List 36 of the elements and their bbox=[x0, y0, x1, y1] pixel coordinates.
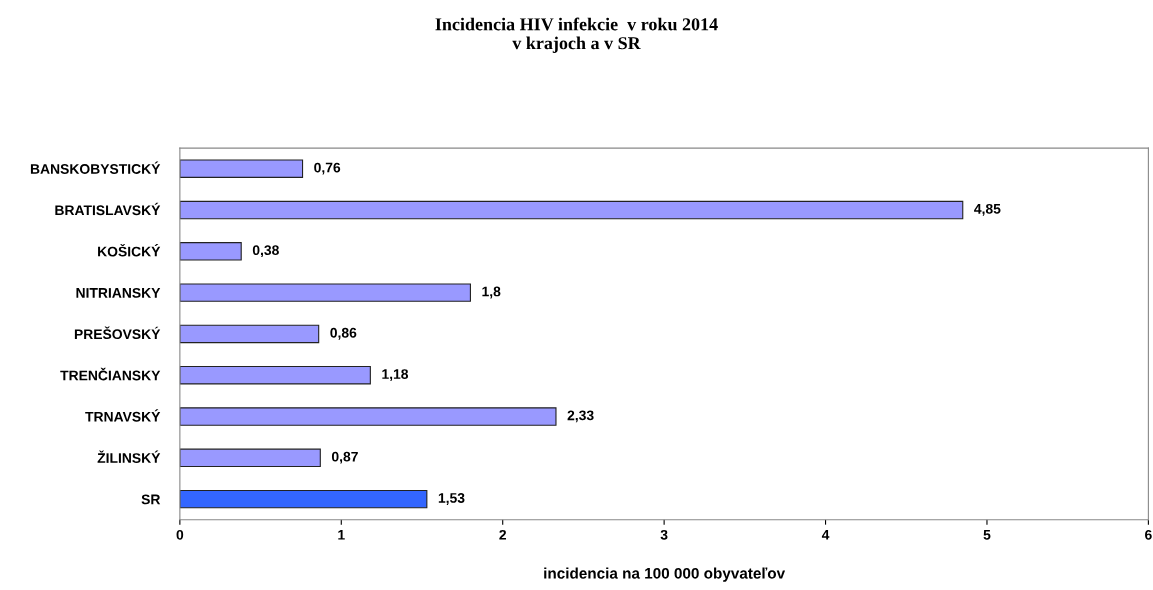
data-label: 0,38 bbox=[252, 245, 279, 258]
data-label: 1,18 bbox=[382, 369, 409, 381]
x-tick-label: 2 bbox=[499, 529, 507, 540]
x-tick-label: 1 bbox=[338, 530, 345, 540]
bar bbox=[179, 283, 471, 302]
bar bbox=[179, 366, 371, 385]
data-label: 0,87 bbox=[331, 451, 358, 464]
x-tick-label: 4 bbox=[821, 530, 830, 540]
x-tick-label: 5 bbox=[983, 530, 991, 540]
data-label: 1,53 bbox=[438, 493, 465, 505]
x-axis-title: incidencia na 100 000 obyvateľov bbox=[544, 567, 786, 582]
x-tick-label: 3 bbox=[660, 529, 668, 540]
data-label: 1,8 bbox=[482, 286, 501, 299]
y-tick-label: KOŠICKÝ bbox=[98, 243, 161, 257]
bar bbox=[179, 448, 321, 468]
x-tick-label: 0 bbox=[176, 529, 184, 540]
bar bbox=[179, 242, 242, 261]
y-tick-label: BRATISLAVSKÝ bbox=[55, 202, 161, 216]
y-tick-label: PREŠOVSKÝ bbox=[74, 326, 161, 340]
bar bbox=[179, 407, 557, 426]
data-label: 0,86 bbox=[330, 327, 357, 340]
data-label: 4,85 bbox=[974, 203, 1001, 216]
bar bbox=[179, 489, 428, 509]
bar bbox=[179, 159, 304, 178]
y-tick-label: BANSKOBYSTICKÝ bbox=[30, 161, 161, 174]
x-tick-label: 6 bbox=[1145, 529, 1152, 540]
y-tick-label: ŽILINSKÝ bbox=[97, 450, 161, 464]
y-tick-label: TRENČIANSKY bbox=[60, 367, 161, 381]
y-tick-label: NITRIANSKY bbox=[76, 287, 161, 298]
data-label: 2,33 bbox=[567, 410, 594, 423]
chart-title: Incidencia HIV infekcie v roku 2014 v krajoch a v SR bbox=[435, 17, 718, 53]
data-label: 0,76 bbox=[314, 162, 341, 175]
y-tick-label: SR bbox=[141, 494, 161, 505]
y-tick-label: TRNAVSKÝ bbox=[85, 409, 161, 422]
bar bbox=[179, 200, 964, 220]
bar bbox=[179, 324, 320, 344]
